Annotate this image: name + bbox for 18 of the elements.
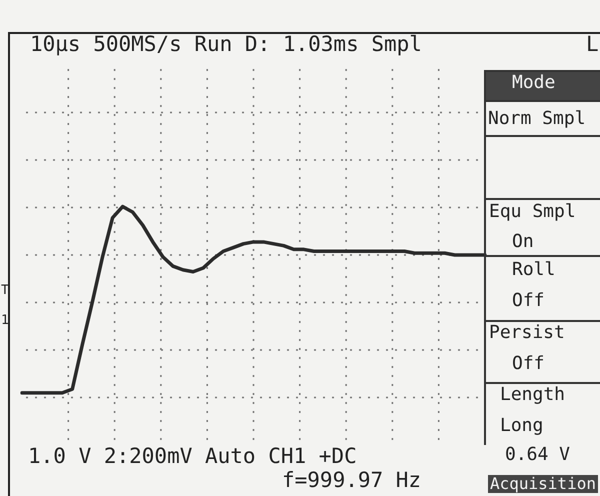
text: L <box>586 32 599 56</box>
text: T <box>1 283 9 298</box>
text: Equ Smpl <box>489 201 576 222</box>
text: Off <box>512 353 545 374</box>
text: Roll <box>512 259 556 280</box>
text: Mode <box>512 72 556 93</box>
text: Length <box>500 384 566 405</box>
text: 1.0 V 2:200mV Auto CH1 +DC <box>28 444 357 468</box>
text: Acquisition <box>488 474 598 493</box>
text: Long <box>500 415 544 436</box>
text: Norm Smpl <box>488 108 586 129</box>
text: On <box>512 231 534 252</box>
text: Off <box>512 290 545 311</box>
text: Persist <box>489 322 565 343</box>
text: 1 <box>1 313 9 328</box>
chart-title: 10μs 500MS/s Run D: 1.03ms Smpl <box>30 32 422 56</box>
text: f=999.97 Hz <box>282 468 422 492</box>
text: 0.64 V <box>505 444 570 465</box>
